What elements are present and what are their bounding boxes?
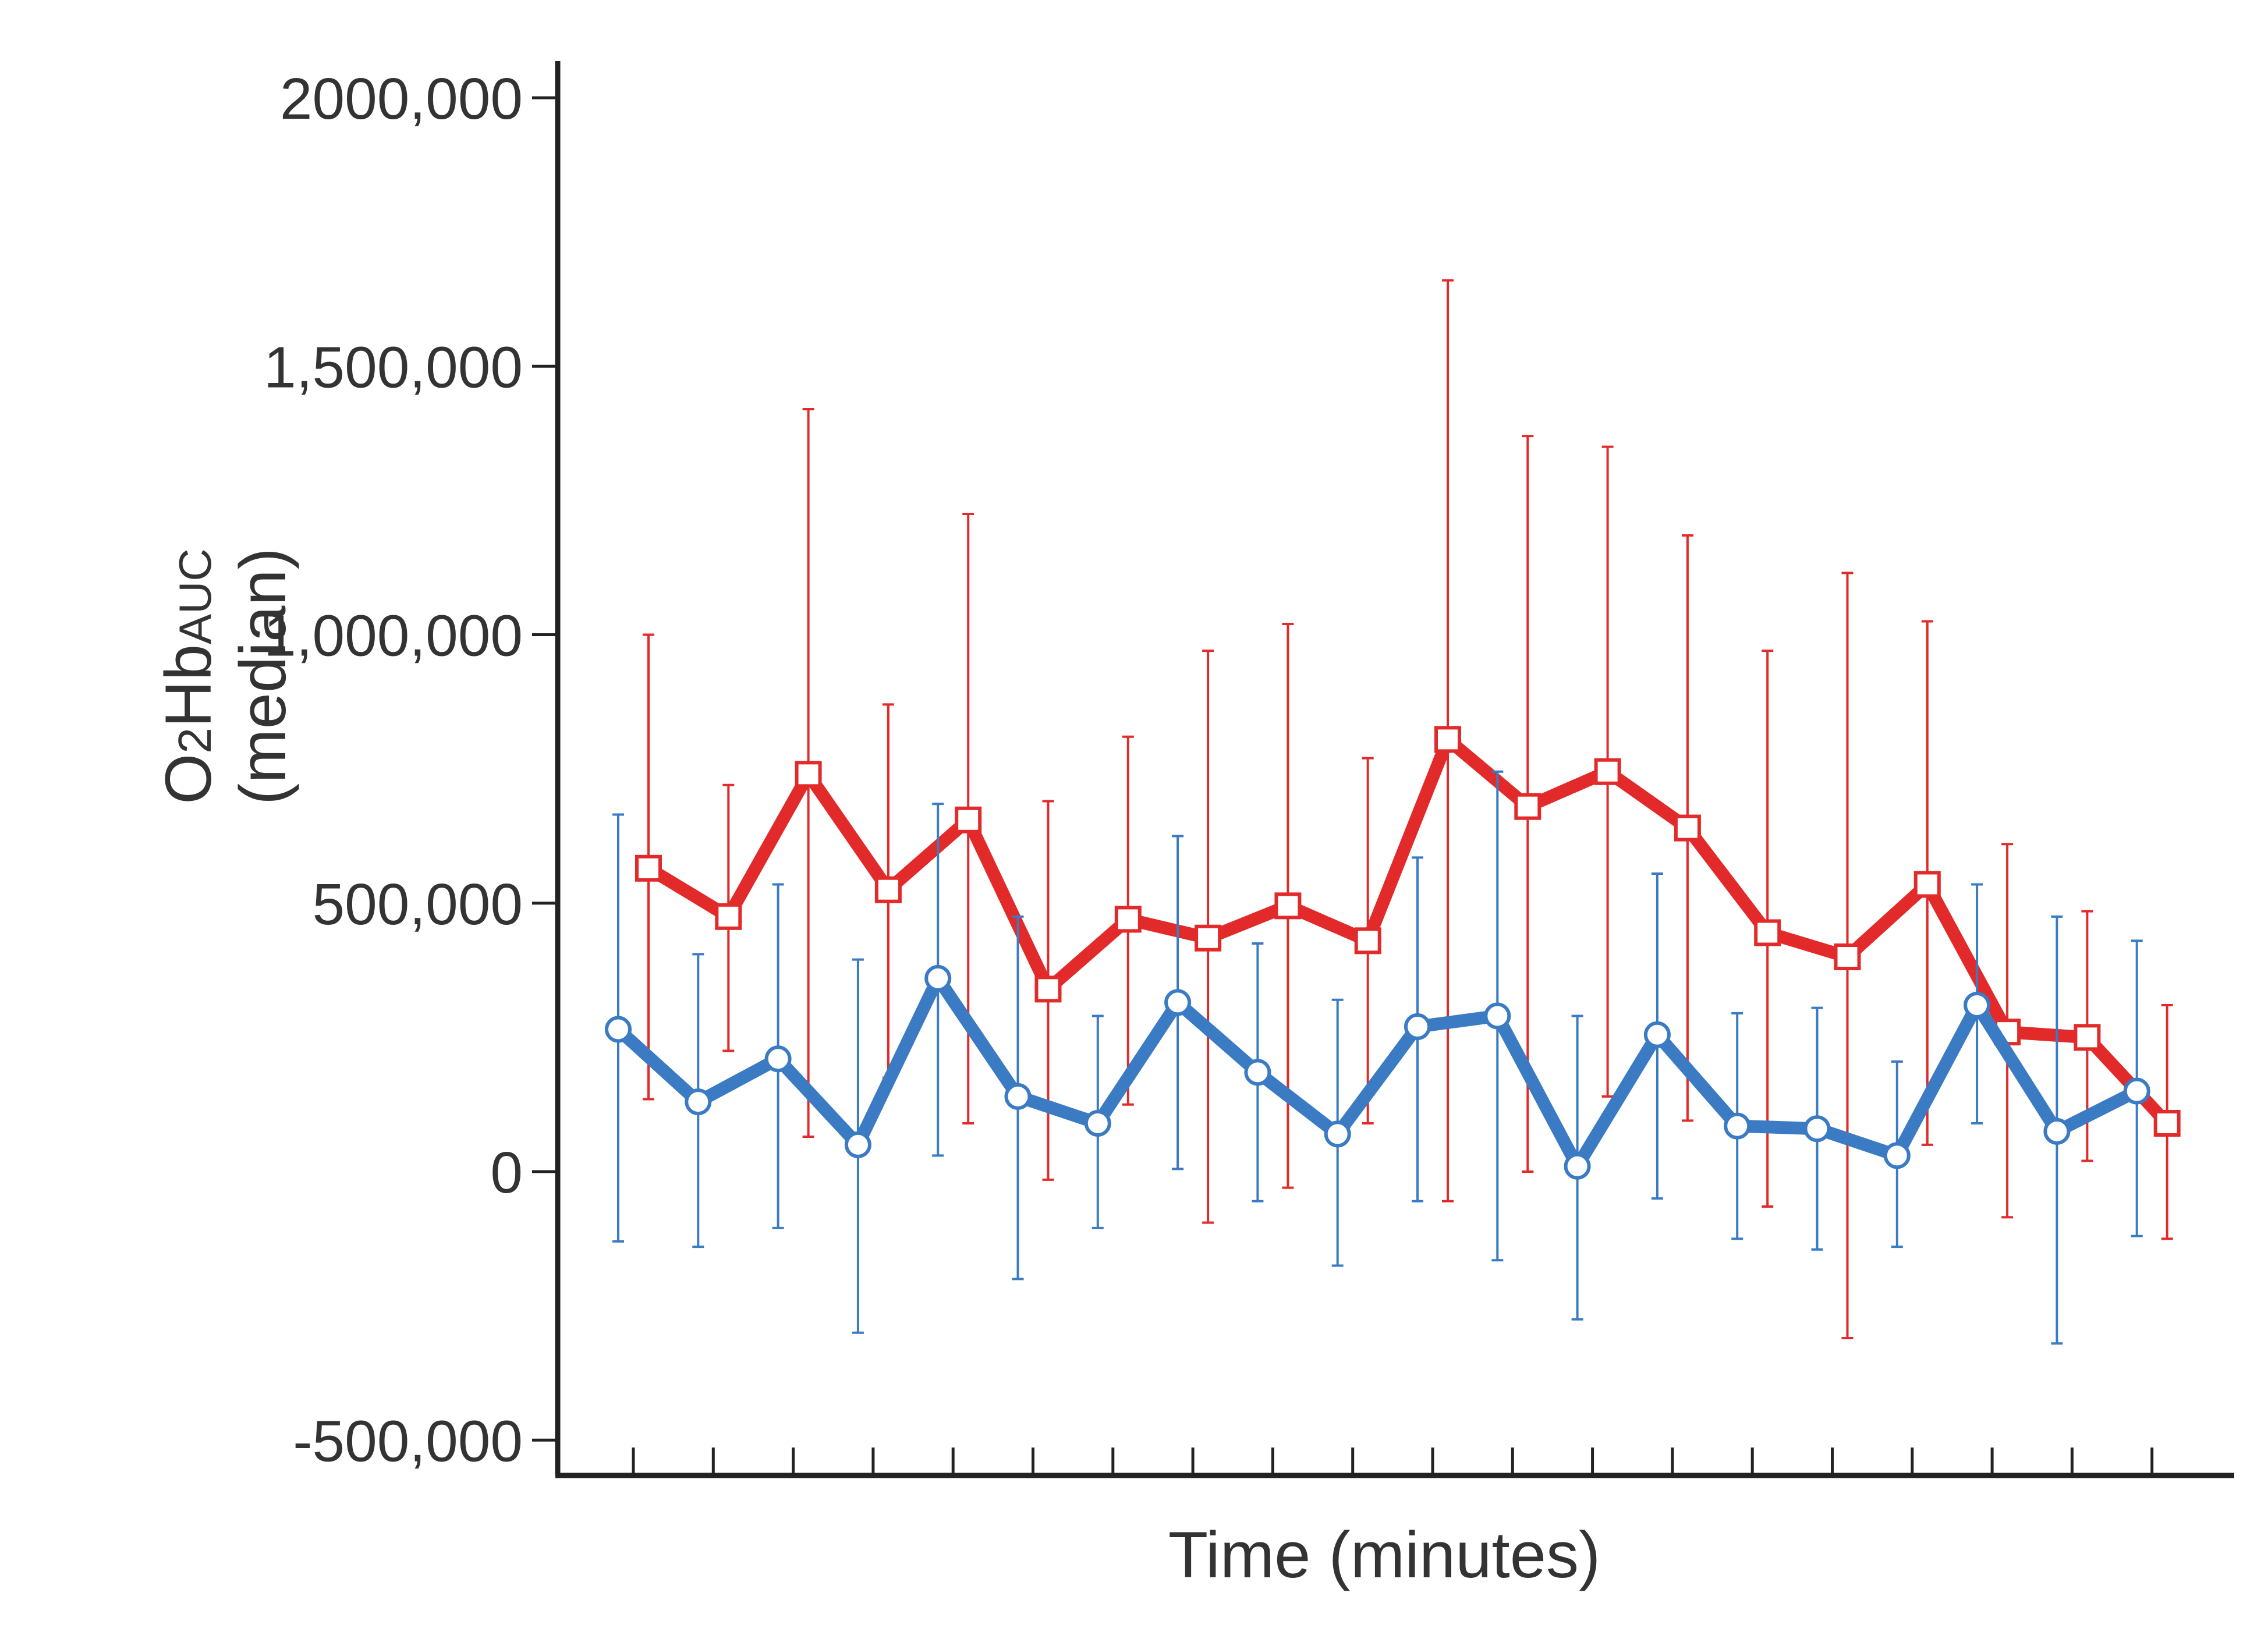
data-point: [1724, 1112, 1751, 1140]
y-tick-label: 1,500,000: [264, 335, 523, 400]
data-point: [1084, 1109, 1111, 1137]
data-point: [1514, 793, 1541, 820]
data-point: [1803, 1115, 1831, 1143]
y-axis-title-auc: AUC: [169, 548, 221, 644]
data-point: [1964, 992, 1991, 1019]
data-point: [715, 903, 742, 930]
y-axis-title-line2: (median): [226, 548, 299, 805]
data-point: [1643, 1021, 1671, 1048]
data-point: [635, 854, 662, 882]
y-tick-label: 1,000,000: [264, 604, 523, 669]
data-point: [2043, 1118, 2071, 1145]
data-point: [874, 876, 902, 903]
data-point: [2123, 1077, 2150, 1105]
y-axis-title-hb: Hb: [152, 644, 225, 728]
data-point: [844, 1131, 871, 1158]
data-point: [795, 761, 822, 788]
data-point: [1274, 892, 1302, 920]
data-point: [685, 1088, 712, 1116]
svg-text:O2HbAUC: O2HbAUC: [152, 548, 225, 804]
data-point: [1674, 814, 1701, 842]
data-point: [1434, 726, 1461, 753]
y-axis-title-subscript: 2: [169, 728, 221, 754]
y-axis-title-o: O: [152, 754, 225, 804]
data-point: [1404, 1013, 1431, 1040]
data-point: [2074, 1024, 2101, 1051]
data-point: [2153, 1109, 2181, 1137]
data-point: [1354, 927, 1381, 955]
data-point: [1484, 1002, 1511, 1030]
y-tick-label: 500,000: [313, 872, 523, 937]
y-axis: -500,000 0 500,000 1,000,000 1,500,000 2000,0…: [264, 61, 561, 1475]
y-tick-label: -500,000: [293, 1409, 523, 1474]
data-point: [1913, 871, 1941, 898]
series-layer: [605, 279, 2181, 1345]
data-point: [1034, 975, 1062, 1003]
data-point: [1834, 943, 1861, 970]
y-tick-label: 0: [490, 1140, 523, 1205]
data-point: [1114, 906, 1142, 933]
data-point: [924, 964, 952, 992]
data-point: [605, 1016, 632, 1043]
data-point: [1004, 1083, 1032, 1110]
data-point: [1195, 924, 1222, 952]
data-point: [1324, 1120, 1351, 1148]
series-square-1: [635, 279, 2181, 1339]
data-point: [1754, 919, 1781, 946]
data-point: [1164, 989, 1192, 1016]
series-line: [612, 971, 2143, 1173]
data-point: [764, 1045, 792, 1073]
x-axis: [555, 1448, 2234, 1478]
data-point: [1244, 1059, 1271, 1086]
series-circle-2: [605, 770, 2150, 1345]
y-tick-label: 2000,000: [280, 66, 523, 132]
data-point: [955, 806, 982, 833]
data-point: [1594, 758, 1621, 785]
y-axis-title: O2HbAUC (median): [152, 548, 299, 805]
data-point: [1883, 1142, 1911, 1169]
x-axis-title: Time (minutes): [1168, 1519, 1601, 1591]
data-point: [1564, 1152, 1591, 1180]
